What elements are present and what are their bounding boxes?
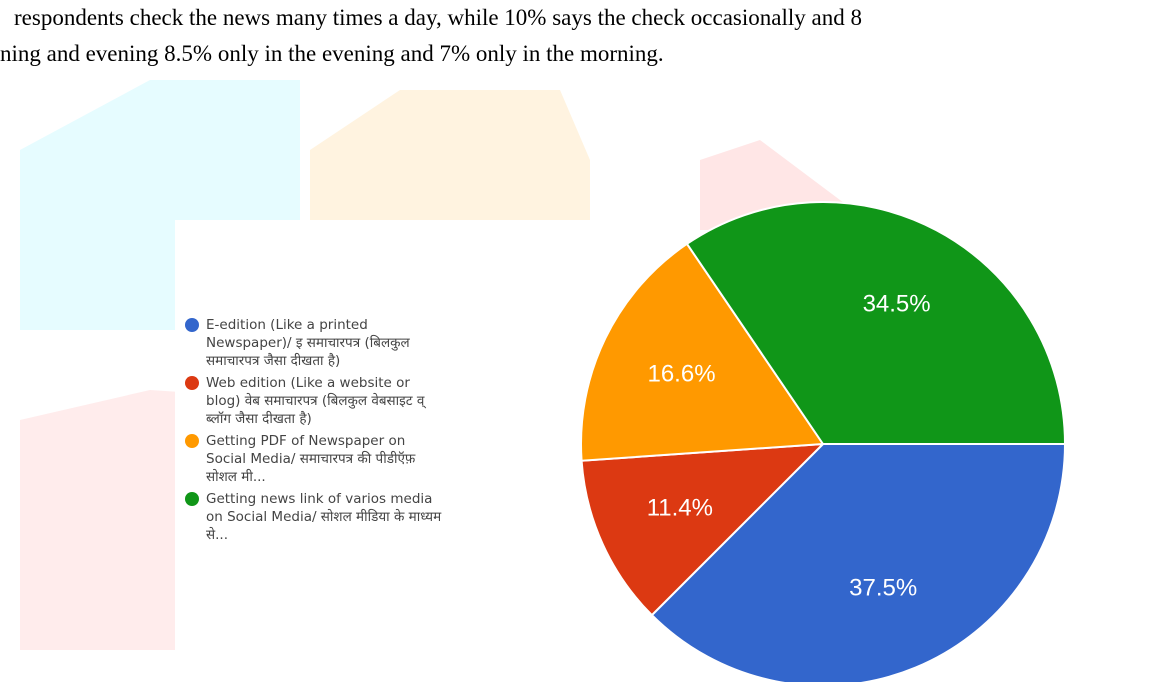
chart-panel <box>175 220 595 660</box>
text-line: respondents check the news many times a … <box>14 5 862 30</box>
pie-slice <box>685 201 1067 445</box>
text-line: ning and evening 8.5% only in the evenin… <box>0 41 664 66</box>
legend: E-edition (Like a printed Newspaper)/ इ … <box>185 316 575 548</box>
legend-swatch <box>185 318 199 332</box>
legend-label: Web edition (Like a website or blog) वेब… <box>206 375 425 427</box>
legend-item: E-edition (Like a printed Newspaper)/ इ … <box>185 316 575 370</box>
legend-item: Getting news link of varios media on Soc… <box>185 490 575 544</box>
legend-label: E-edition (Like a printed Newspaper)/ इ … <box>206 317 410 369</box>
legend-swatch <box>185 492 199 506</box>
legend-label: Getting PDF of Newspaper on Social Media… <box>206 433 416 485</box>
legend-item: Getting PDF of Newspaper on Social Media… <box>185 432 575 486</box>
paragraph: respondents check the news many times a … <box>0 0 1172 72</box>
slice-label: 34.5% <box>863 290 931 317</box>
pie-slice <box>580 442 826 617</box>
slice-label: 37.5% <box>849 575 917 602</box>
slice-label: 11.4% <box>647 495 713 522</box>
pie-chart: 37.5% 11.4% 16.6% 34.5% <box>580 201 1067 682</box>
pie-slice <box>580 242 825 462</box>
pie-slice <box>650 443 1067 682</box>
slice-label: 16.6% <box>647 361 715 388</box>
legend-swatch <box>185 376 199 390</box>
legend-swatch <box>185 434 199 448</box>
legend-item: Web edition (Like a website or blog) वेब… <box>185 374 575 428</box>
legend-label: Getting news link of varios media on Soc… <box>206 491 442 543</box>
